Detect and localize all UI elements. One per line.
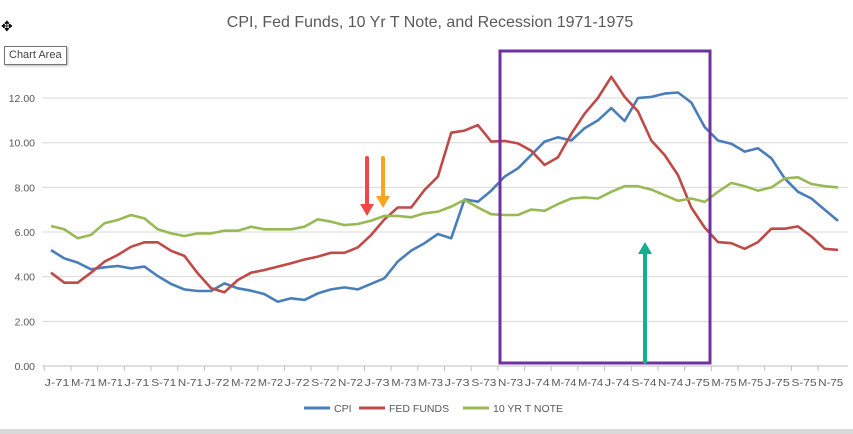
x-tick-label: J-71 xyxy=(125,377,150,389)
x-tick-label: N-71 xyxy=(178,377,203,389)
annotations xyxy=(360,49,712,365)
y-tick-label: 8.00 xyxy=(15,182,36,194)
x-tick-label: J-75 xyxy=(685,377,710,389)
series-lines xyxy=(50,75,839,303)
x-tick-label: M-73 xyxy=(418,377,443,389)
orange-down-arrow-icon xyxy=(376,156,390,208)
y-tick-label: 2.00 xyxy=(15,316,36,328)
series-line-10-yr-t-note xyxy=(50,176,839,240)
chart-area-tooltip: Chart Area xyxy=(4,46,67,65)
red-down-arrow-icon xyxy=(360,156,374,216)
y-tick-label: 4.00 xyxy=(15,272,36,284)
x-tick-label: S-71 xyxy=(151,377,176,389)
legend-label: CPI xyxy=(334,403,352,415)
orange-down-arrow-icon-head xyxy=(376,196,390,208)
sheet-strip xyxy=(0,429,853,434)
chart-title: CPI, Fed Funds, 10 Yr T Note, and Recess… xyxy=(227,14,634,31)
x-tick-label: J-73 xyxy=(365,377,390,389)
x-tick-label: N-75 xyxy=(818,377,843,389)
legend-item[interactable]: FED FUNDS xyxy=(359,403,449,415)
x-tick-label: S-72 xyxy=(311,377,336,389)
y-tick-label: 12.00 xyxy=(9,93,35,105)
x-tick-label: S-74 xyxy=(631,377,656,389)
green-up-arrow-icon-head xyxy=(638,242,652,254)
x-tick-label: M-74 xyxy=(551,377,576,389)
x-tick-label: J-71 xyxy=(45,377,70,389)
legend-label: 10 YR T NOTE xyxy=(493,403,563,415)
legend-item[interactable]: CPI xyxy=(304,403,352,415)
x-tick-label: S-73 xyxy=(471,377,496,389)
x-tick-label: M-74 xyxy=(578,377,603,389)
x-tick-label: M-72 xyxy=(231,377,256,389)
y-tick-label: 6.00 xyxy=(15,227,36,239)
x-tick-label: J-74 xyxy=(605,377,630,389)
series-line-fed-funds xyxy=(50,75,839,294)
x-tick-label: M-75 xyxy=(712,377,737,389)
x-tick-label: M-72 xyxy=(258,377,283,389)
x-tick-label: N-74 xyxy=(658,377,683,389)
y-tick-label: 10.00 xyxy=(9,138,35,150)
green-up-arrow-icon xyxy=(638,242,652,364)
x-tick-label: M-73 xyxy=(391,377,416,389)
recession-box xyxy=(498,49,712,365)
x-tick-label: N-72 xyxy=(338,377,363,389)
move-cursor-icon: ✥ xyxy=(1,18,13,34)
x-tick-label: J-73 xyxy=(445,377,470,389)
x-tick-label: M-71 xyxy=(71,377,96,389)
y-axis: 0.00 2.00 4.00 6.00 8.00 10.00 12.00 xyxy=(9,93,35,373)
x-tick-label: J-75 xyxy=(765,377,790,389)
legend-label: FED FUNDS xyxy=(389,403,449,415)
y-tick-label: 0.00 xyxy=(15,361,36,373)
x-tick-label: M-71 xyxy=(98,377,123,389)
x-tick-label: J-72 xyxy=(205,377,230,389)
x-axis: J-71 M-71 M-71 J-71 S-71 N-71 J-72 M-72 M-72 J-72… xyxy=(43,366,843,389)
legend-item[interactable]: 10 YR T NOTE xyxy=(463,403,563,415)
x-tick-label: S-75 xyxy=(792,377,817,389)
x-tick-label: N-73 xyxy=(498,377,523,389)
series-line-cpi xyxy=(50,91,839,303)
legend: CPI FED FUNDS 10 YR T NOTE xyxy=(304,403,563,415)
x-tick-label: J-72 xyxy=(285,377,310,389)
x-tick-label: M-75 xyxy=(738,377,763,389)
gridlines xyxy=(42,97,848,367)
x-tick-label: J-74 xyxy=(525,377,550,389)
red-down-arrow-icon-head xyxy=(360,204,374,216)
